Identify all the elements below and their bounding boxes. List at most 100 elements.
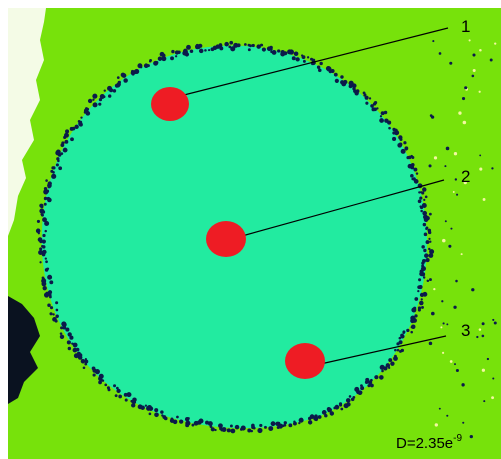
speckle [461,96,466,101]
boundary-dot [410,318,415,324]
speckle [438,407,441,410]
boundary-dot [112,89,117,93]
boundary-dot [123,78,128,83]
boundary-dot [417,308,421,312]
boundary-dot [417,285,421,289]
boundary-dot [144,404,148,407]
boundary-dot [84,357,87,361]
boundary-dot [314,414,318,418]
boundary-dot [251,423,255,428]
speckle [446,323,449,326]
speckle [462,120,467,125]
boundary-dot [373,107,377,112]
speckle [471,288,475,292]
boundary-dot [413,167,418,172]
speckle [433,156,438,160]
boundary-dot [424,253,429,258]
boundary-dot [134,68,140,75]
leader-line-2 [241,179,445,237]
boundary-dot [74,124,79,129]
boundary-dot [219,46,224,51]
boundary-dot [393,356,398,361]
speckle [428,164,432,168]
boundary-dot [414,297,419,301]
speckle [472,53,476,57]
boundary-dot [425,258,430,263]
sample-spot-3 [285,343,325,379]
boundary-dot [291,56,296,61]
boundary-dot [396,348,400,352]
boundary-dot [47,181,52,186]
boundary-dot [373,101,378,105]
boundary-dot [45,179,48,182]
boundary-dot [140,405,145,410]
boundary-dot [117,80,122,85]
boundary-dot [39,247,43,251]
diffusion-readout-base: D=2.35e [396,435,453,452]
boundary-dot [131,403,136,408]
boundary-dot [92,373,96,377]
boundary-dot [230,428,236,434]
boundary-dot [388,126,391,130]
speckle [454,363,456,366]
boundary-dot [85,107,88,111]
dark-edge-region [8,296,40,404]
boundary-dot [308,416,312,420]
speckle [449,61,453,65]
boundary-dot [426,279,430,283]
boundary-dot [64,139,69,144]
boundary-dot [226,428,231,433]
boundary-dot [243,43,247,46]
boundary-dot [132,397,137,402]
boundary-dot [319,61,323,66]
speckle [453,305,457,309]
boundary-dot [374,375,379,380]
boundary-dot [214,428,217,432]
boundary-dot [423,232,428,237]
boundary-dot [42,233,46,238]
boundary-dot [422,276,426,279]
boundary-dot [333,406,337,410]
boundary-dot [321,410,327,415]
boundary-dot [293,422,297,426]
speckle [472,68,476,72]
boundary-dot [343,403,349,409]
speckle [442,322,445,325]
boundary-dot [191,423,195,427]
boundary-dot [420,298,423,301]
boundary-dot [338,402,343,406]
boundary-dot [334,78,339,83]
leader-line-1 [179,27,449,97]
boundary-dot [174,55,178,58]
boundary-dot [293,51,299,57]
boundary-dot [370,104,374,108]
boundary-dot [51,174,55,178]
boundary-dot [161,414,164,417]
boundary-dot [69,335,74,340]
speckle [431,311,435,316]
white-region [8,8,46,236]
boundary-dot [154,408,159,413]
boundary-dot [41,239,46,244]
boundary-dot [62,325,67,330]
boundary-dot [176,415,179,419]
boundary-dot [126,392,132,398]
boundary-dot [229,40,234,45]
boundary-dot [340,407,344,411]
boundary-dot [423,248,427,253]
boundary-dot [421,191,425,195]
speckle [441,300,444,303]
boundary-dot [39,203,44,208]
boundary-dot [130,399,134,403]
boundary-dot [383,367,387,371]
boundary-dot [61,141,65,145]
boundary-dot [47,303,51,308]
boundary-dot [123,392,128,397]
boundary-dot [46,267,50,270]
boundary-dot [400,148,406,154]
speckle [460,253,463,256]
boundary-dot [92,102,98,108]
boundary-dot [52,166,56,170]
boundary-dot [352,395,356,399]
boundary-dot [429,249,435,255]
